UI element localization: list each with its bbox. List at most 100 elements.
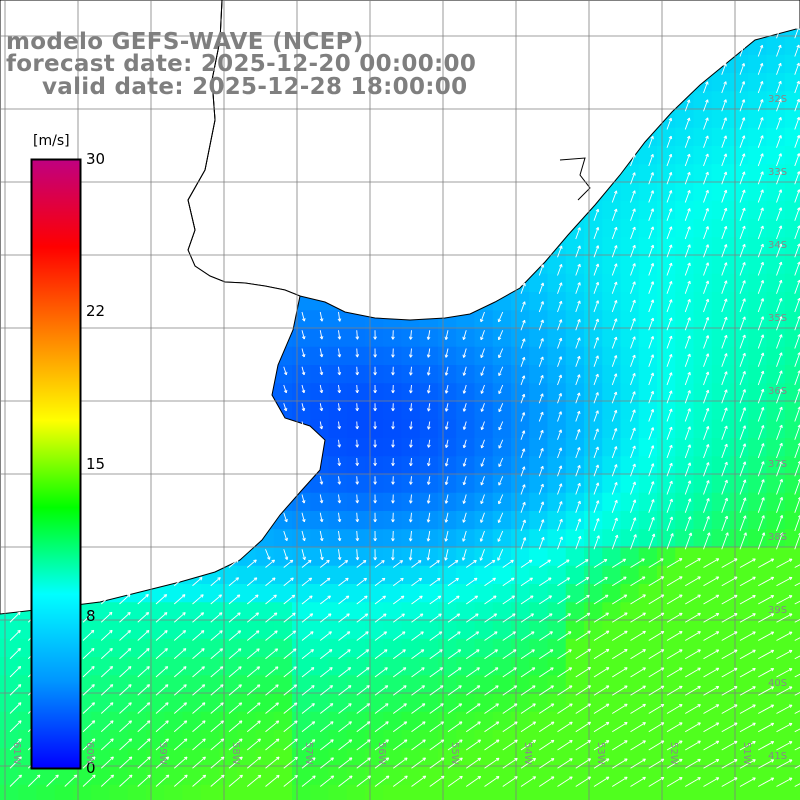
speed-cell xyxy=(711,255,731,275)
speed-cell xyxy=(784,310,800,330)
wind-arrow xyxy=(666,612,683,623)
wind-arrow xyxy=(502,613,516,623)
wind-arrow xyxy=(611,318,617,331)
wind-arrow-head xyxy=(686,99,690,103)
wind-arrow xyxy=(557,613,571,623)
wind-arrow-head xyxy=(613,336,617,340)
wind-arrow xyxy=(173,630,186,641)
wind-arrow-head xyxy=(128,702,132,704)
wind-arrow xyxy=(246,738,261,751)
speed-cell xyxy=(565,292,585,311)
wind-arrow xyxy=(739,668,756,678)
speed-cell xyxy=(182,766,202,786)
speed-cell xyxy=(620,784,640,800)
wind-arrow-head xyxy=(742,316,746,320)
speed-cell xyxy=(401,657,421,676)
speed-cell xyxy=(547,657,567,676)
wind-arrow-head xyxy=(217,577,221,579)
wind-arrow xyxy=(739,595,756,605)
wind-arrow-head xyxy=(17,665,21,668)
wind-arrow xyxy=(246,702,261,714)
wind-arrow xyxy=(319,649,333,660)
wind-arrow-head xyxy=(392,354,395,358)
speed-cell xyxy=(748,529,768,549)
wind-arrow xyxy=(794,298,800,313)
wind-arrow-head xyxy=(577,300,581,304)
wind-arrow xyxy=(703,498,710,513)
wind-arrow-head xyxy=(427,557,431,561)
wind-arrow xyxy=(447,739,463,751)
wind-arrow-head xyxy=(687,498,691,502)
wind-arrow-head xyxy=(463,390,467,394)
speed-cell xyxy=(766,109,786,129)
speed-cell xyxy=(584,492,603,512)
wind-arrow-head xyxy=(253,559,257,561)
wind-arrow xyxy=(776,207,782,221)
speed-cell xyxy=(146,784,165,800)
speed-cell xyxy=(711,310,731,330)
wind-arrow-head xyxy=(614,534,618,538)
wind-arrow-head xyxy=(796,98,800,102)
speed-cell xyxy=(657,146,676,165)
wind-arrow-head xyxy=(273,612,277,614)
wind-arrow xyxy=(228,738,243,751)
wind-arrow-head xyxy=(778,279,782,283)
wind-arrow xyxy=(739,576,756,587)
wind-arrow-head xyxy=(392,426,395,430)
wind-arrow xyxy=(794,424,800,440)
speed-cell xyxy=(492,638,512,658)
wind-arrow xyxy=(721,371,728,386)
wind-arrow xyxy=(685,594,701,605)
speed-cell xyxy=(511,310,530,330)
wind-arrow xyxy=(721,594,738,605)
wind-arrow-head xyxy=(303,426,306,430)
speed-cell xyxy=(784,237,800,257)
wind-arrow xyxy=(82,738,96,751)
wind-arrow xyxy=(301,631,314,641)
wind-arrow xyxy=(429,703,444,714)
speed-cell xyxy=(766,365,786,384)
wind-arrow xyxy=(356,613,368,623)
wind-arrow-head xyxy=(463,427,467,430)
wind-arrow xyxy=(428,421,431,430)
wind-arrow-head xyxy=(201,684,205,686)
wind-arrow xyxy=(427,476,431,485)
wind-arrow xyxy=(684,299,691,313)
wind-arrow xyxy=(119,702,132,714)
wind-arrow xyxy=(721,461,728,477)
wind-arrow-head xyxy=(741,44,745,48)
wind-arrow xyxy=(721,479,728,495)
speed-cell xyxy=(675,730,695,749)
wind-arrow xyxy=(739,189,746,203)
wind-arrow xyxy=(557,577,570,587)
wind-arrow-head xyxy=(613,299,617,303)
speed-cell xyxy=(784,784,800,800)
wind-arrow-head xyxy=(668,208,672,211)
wind-arrow-head xyxy=(303,500,306,504)
speed-cell xyxy=(711,109,731,129)
speed-cell xyxy=(474,748,494,768)
wind-arrow-head xyxy=(374,336,377,340)
wind-arrow-head xyxy=(219,648,223,650)
wind-arrow-head xyxy=(741,135,745,138)
speed-cell xyxy=(602,511,622,530)
speed-cell xyxy=(292,565,311,585)
wind-arrow xyxy=(630,703,646,714)
wind-arrow xyxy=(612,558,626,568)
wind-arrow-head xyxy=(778,80,782,84)
wind-arrow-head xyxy=(778,243,782,247)
wind-arrow-head xyxy=(235,577,239,579)
wind-arrow xyxy=(648,354,654,367)
wind-arrow xyxy=(173,702,187,714)
speed-cell xyxy=(693,638,713,658)
wind-arrow-head xyxy=(285,389,288,393)
wind-arrow xyxy=(721,407,728,422)
wind-arrow-head xyxy=(632,263,636,266)
wind-arrow xyxy=(265,549,271,560)
wind-arrow xyxy=(283,512,288,523)
wind-arrow xyxy=(703,389,709,404)
wind-arrow xyxy=(757,298,764,313)
wind-arrow xyxy=(630,354,636,367)
speed-cell xyxy=(748,365,768,384)
